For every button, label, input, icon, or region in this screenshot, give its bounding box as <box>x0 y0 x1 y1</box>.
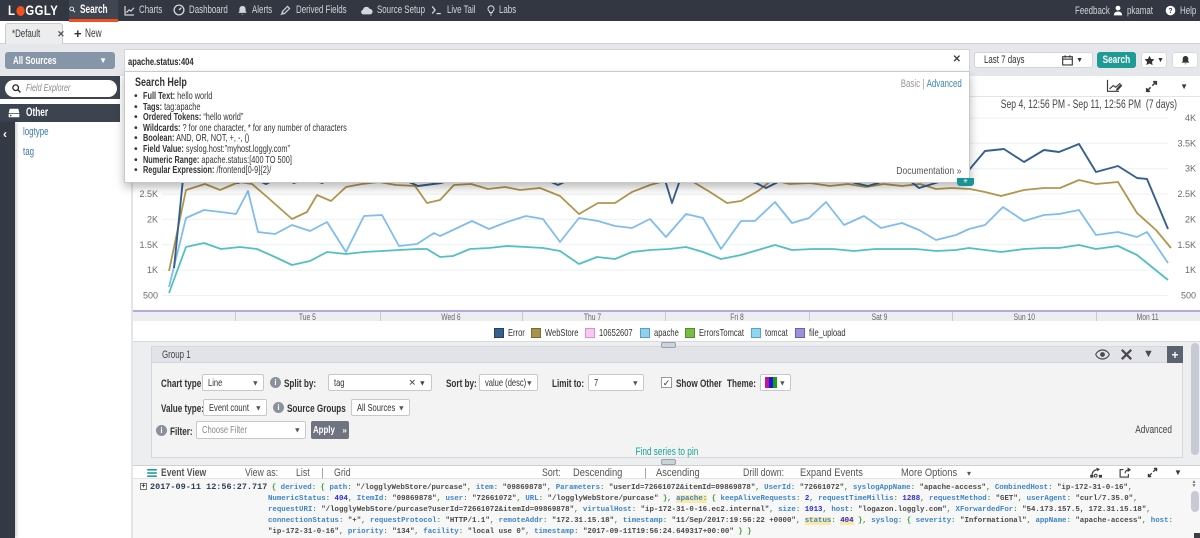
svg-text:1.5K: 1.5K <box>139 240 158 250</box>
svg-text:4K: 4K <box>1185 113 1196 123</box>
svg-text:3K: 3K <box>1185 164 1196 174</box>
svg-text:?: ? <box>1168 8 1172 15</box>
svg-text:1.5K: 1.5K <box>1177 240 1196 250</box>
svg-text:1K: 1K <box>147 265 158 275</box>
svg-text:2.5K: 2.5K <box>139 189 158 199</box>
svg-text:500: 500 <box>143 291 158 301</box>
svg-text:1K: 1K <box>1185 265 1196 275</box>
svg-text:500: 500 <box>1181 291 1196 301</box>
svg-text:2K: 2K <box>1185 214 1196 224</box>
svg-text:3.5K: 3.5K <box>1177 138 1196 148</box>
svg-text:2.5K: 2.5K <box>1177 189 1196 199</box>
svg-text:2K: 2K <box>147 214 158 224</box>
